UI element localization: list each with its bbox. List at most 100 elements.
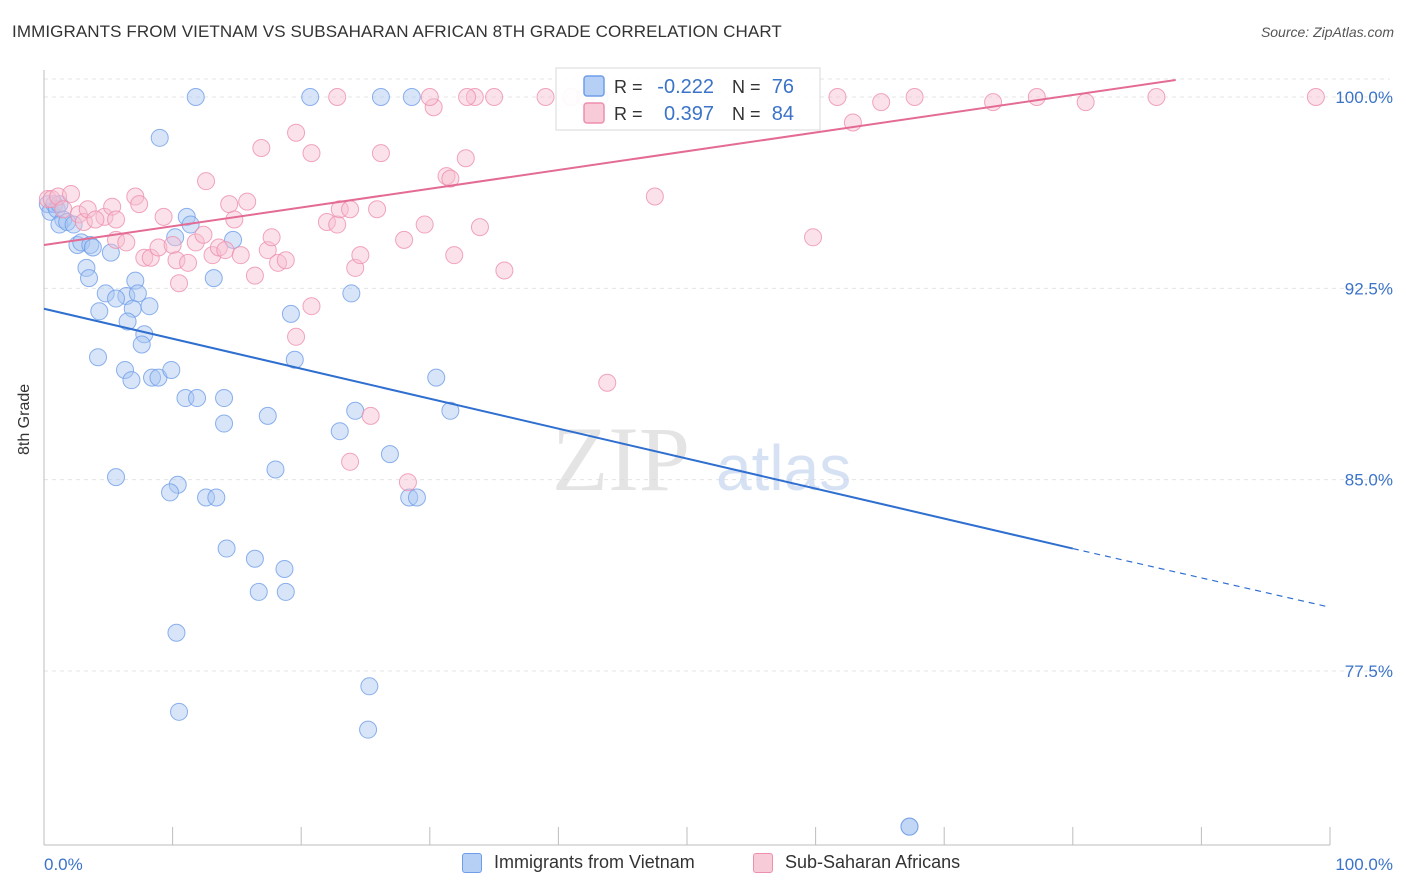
grid-lines [44,78,1390,672]
point-vietnam [162,360,181,379]
point-vietnam [197,488,216,507]
legend-swatch-vietnam [583,75,605,97]
point-subsaharan [368,200,387,219]
point-subsaharan [276,251,295,270]
point-subsaharan [317,213,336,232]
point-vietnam [359,720,378,739]
y-tick-label: 77.5% [1345,662,1393,681]
point-vietnam [275,559,294,578]
point-subsaharan [62,184,81,203]
point-subsaharan [470,218,489,237]
point-subsaharan [220,195,239,214]
point-subsaharan [341,200,360,219]
point-subsaharan [458,88,477,106]
point-vietnam [215,414,234,433]
point-vietnam [217,539,236,558]
point-subsaharan [465,88,484,106]
point-subsaharan [456,149,475,168]
point-subsaharan [231,246,250,265]
point-vietnam [170,702,189,721]
point-vietnam [371,88,390,106]
point-subsaharan [328,215,347,234]
point-subsaharan [130,195,149,214]
point-vietnam [402,88,421,106]
point-subsaharan [1147,88,1166,106]
point-subsaharan [252,139,271,158]
point-vietnam [266,460,285,479]
point-subsaharan [197,172,216,191]
legend-r-value: -0.222 [657,76,714,98]
point-subsaharan [78,200,97,219]
point-vietnam [301,88,320,106]
point-vietnam [186,88,205,106]
point-vietnam [143,368,162,387]
point-vietnam [96,284,115,303]
point-vietnam [281,304,300,323]
point-subsaharan [54,200,73,219]
point-subsaharan [141,248,160,267]
point-subsaharan [170,274,189,293]
series-vietnam-points [38,88,919,836]
legend-item-subsaharan[interactable]: Sub-Saharan Africans [753,852,960,873]
point-vietnam [90,302,109,321]
point-subsaharan [828,88,847,106]
chart-title: IMMIGRANTS FROM VIETNAM VS SUBSAHARAN AF… [12,22,782,41]
trend-line-vietnam-dashed [1072,547,1331,608]
point-subsaharan [1306,88,1325,106]
legend-label-vietnam: Immigrants from Vietnam [494,852,695,872]
point-subsaharan [38,190,57,209]
point-subsaharan [167,251,186,270]
point-vietnam [215,389,234,408]
point-subsaharan [302,144,321,163]
y-axis-label: 8th Grade [16,383,33,455]
point-subsaharan [287,123,306,142]
point-vietnam [204,269,223,288]
point-subsaharan [262,228,281,247]
point-vietnam [427,368,446,387]
point-subsaharan [485,88,504,106]
point-subsaharan [1027,88,1046,106]
legend-n-label: N = [732,104,761,124]
legend-n-label: N = [732,77,761,97]
legend-r-label: R = [614,77,643,97]
source-credit: Source: ZipAtlas.com [1260,24,1394,40]
point-vietnam [330,422,349,441]
legend-r-value: 0.397 [664,103,714,125]
y-tick-label: 92.5% [1345,279,1393,298]
point-subsaharan [420,88,439,106]
point-vietnam [167,623,186,642]
legend-label-subsaharan: Sub-Saharan Africans [785,852,961,872]
point-subsaharan [645,187,664,206]
point-subsaharan [398,473,417,492]
point-subsaharan [194,225,213,244]
point-vietnam [249,582,268,601]
point-vietnam [285,350,304,369]
point-subsaharan [154,207,173,226]
point-subsaharan [302,297,321,316]
point-vietnam [64,215,83,234]
point-vietnam [150,128,169,147]
watermark: ZIP atlas [552,408,851,510]
legend-r-label: R = [614,104,643,124]
point-subsaharan [330,200,349,219]
point-subsaharan [872,93,891,112]
y-tick-label: 85.0% [1345,471,1393,490]
point-vietnam [407,488,426,507]
point-subsaharan [135,248,154,267]
point-subsaharan [179,253,198,272]
legend-item-vietnam[interactable]: Immigrants from Vietnam [462,852,695,873]
trend-line-vietnam [43,307,1074,550]
point-vietnam [380,445,399,464]
point-vietnam [207,488,226,507]
point-subsaharan [107,210,126,229]
point-vietnam [116,360,135,379]
legend-n-value: 84 [772,103,794,125]
x-tick-labels: 0.0% 100.0% [44,855,1393,874]
trend-lines [43,79,1331,608]
point-vietnam [132,335,151,354]
point-subsaharan [495,261,514,280]
trend-line-subsaharan [43,79,1176,246]
point-subsaharan [287,327,306,346]
point-vietnam [342,284,361,303]
